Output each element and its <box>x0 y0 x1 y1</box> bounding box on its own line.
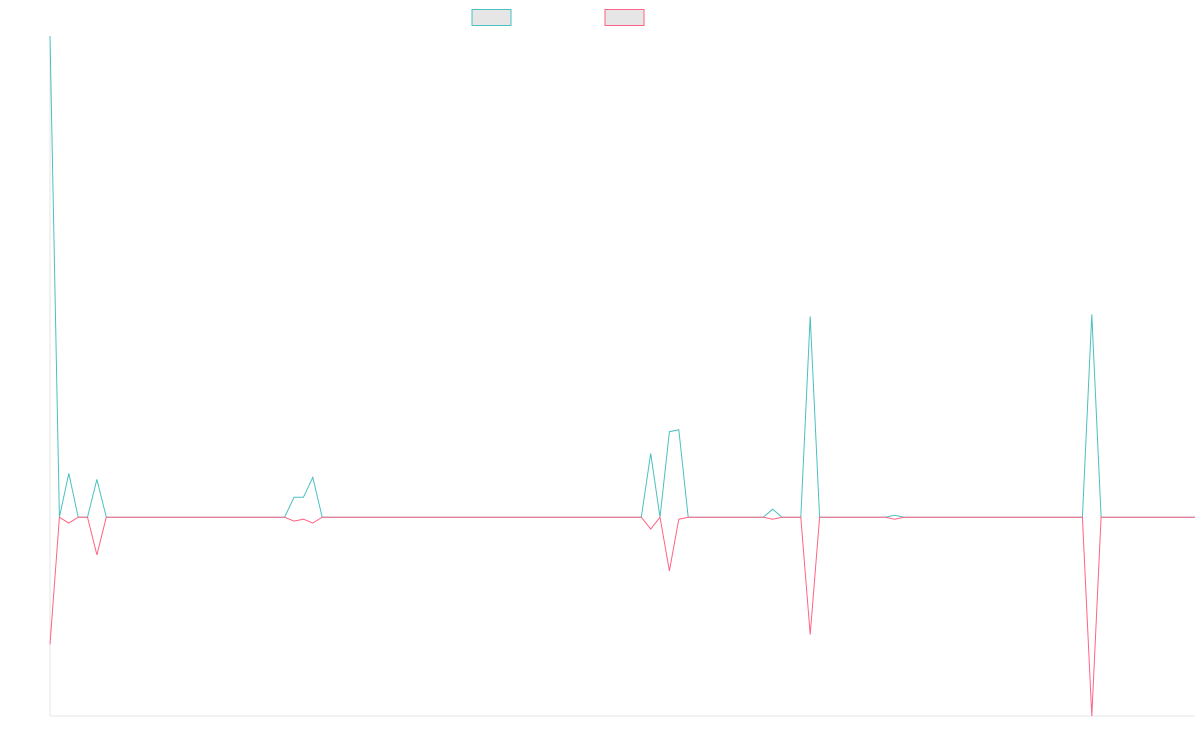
legend-swatch-2[interactable] <box>604 9 645 26</box>
series-line-1 <box>49 35 1195 518</box>
series-line-2 <box>49 516 1195 717</box>
series-lines <box>49 35 1195 717</box>
legend <box>471 9 645 26</box>
axes <box>49 36 1195 717</box>
legend-swatch-1[interactable] <box>471 9 512 26</box>
